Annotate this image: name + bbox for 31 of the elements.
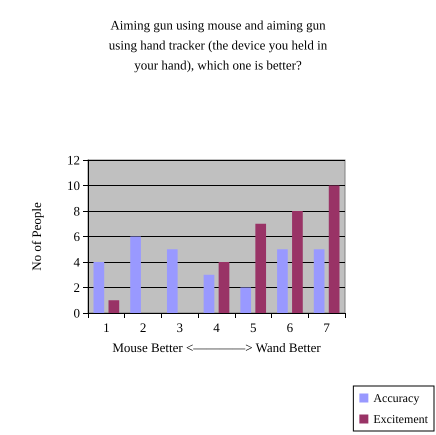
y-tick-label: 12	[67, 152, 80, 168]
x-tick-label: 7	[323, 320, 330, 335]
x-tick-label: 2	[140, 320, 146, 335]
x-tick-label: 6	[286, 320, 294, 335]
x-tick-label: 3	[176, 320, 184, 335]
x-axis-title: Mouse Better <————> Wand Better	[112, 340, 322, 355]
y-tick-label: 0	[74, 306, 80, 320]
bar	[94, 262, 104, 313]
y-tick-label: 4	[74, 254, 80, 270]
y-axis-title: No of People	[29, 202, 44, 271]
x-tick-label: 5	[250, 320, 256, 335]
y-tick-label: 8	[74, 204, 80, 218]
x-tick-label: 1	[103, 320, 110, 335]
bar	[277, 249, 288, 313]
y-tick-label: 2	[74, 280, 80, 295]
y-tick-label: 6	[74, 229, 80, 244]
bar	[108, 300, 120, 313]
bar	[240, 288, 252, 313]
bar	[130, 236, 141, 313]
bar	[204, 274, 214, 313]
x-tick-label: 4	[213, 320, 220, 335]
bar	[292, 211, 303, 313]
y-tick-label: 10	[67, 178, 80, 193]
bar	[314, 249, 324, 313]
legend-label: Excitement	[373, 412, 429, 426]
bar	[328, 186, 340, 313]
bar	[218, 262, 230, 313]
bar	[255, 224, 266, 313]
chart-title: Aiming gun using mouse and aiming gun using hand tracker (the device you held in your hand), which one is better?	[108, 18, 328, 72]
bar	[166, 249, 178, 313]
legend-label: Accuracy	[373, 391, 420, 405]
